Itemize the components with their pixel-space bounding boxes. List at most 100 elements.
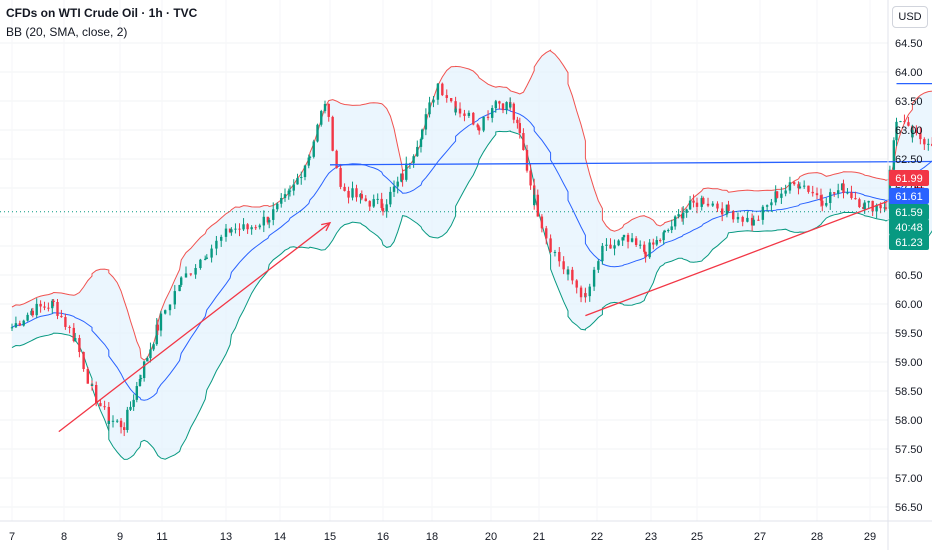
candle-body	[858, 199, 861, 208]
candle-body	[788, 182, 792, 191]
candle-body	[60, 315, 63, 318]
bollinger-lower-band	[11, 130, 932, 460]
chart-title: CFDs on WTI Crude Oil · 1h · TVC	[6, 6, 198, 20]
drawings[interactable]: 62.50	[58, 60, 932, 433]
x-tick-label: 11	[156, 531, 167, 543]
candle-body	[652, 242, 655, 245]
x-tick-label: 29	[864, 531, 876, 543]
candle-body	[135, 386, 138, 400]
candle-body	[867, 200, 870, 203]
candle-body	[621, 237, 624, 241]
candle-body	[210, 248, 213, 258]
candle-body	[405, 163, 408, 180]
candle-body	[159, 313, 163, 331]
currency-button[interactable]: USD	[892, 6, 928, 28]
candle-body	[292, 184, 295, 191]
candle-body	[677, 214, 680, 217]
candle-body	[126, 409, 129, 431]
candle-body	[401, 173, 404, 180]
candle-body	[268, 219, 271, 223]
x-tick-label: 7	[9, 531, 15, 543]
candle-body	[605, 244, 608, 246]
candle-body	[911, 130, 914, 138]
candle-body	[194, 268, 197, 275]
candle-body	[613, 245, 616, 249]
candle-body	[522, 133, 525, 150]
x-tick-label: 9	[117, 531, 123, 543]
candle-body	[736, 216, 740, 220]
y-tick-label: 58.50	[895, 386, 923, 398]
candle-body	[82, 352, 85, 370]
candle-body	[883, 207, 886, 209]
candle-body	[549, 248, 552, 253]
candle-body	[123, 427, 126, 431]
price-tag-text: 40:48	[895, 222, 923, 234]
candle-body	[516, 119, 519, 124]
candle-body	[138, 379, 142, 387]
x-tick-label: 16	[377, 531, 389, 543]
candle-body	[558, 251, 561, 262]
candle-body	[472, 112, 475, 125]
candle-body	[793, 182, 796, 185]
candle-body	[129, 406, 132, 410]
candle-body	[829, 192, 832, 204]
candle-body	[842, 183, 845, 194]
candle-body	[819, 195, 823, 201]
candle-body	[757, 219, 760, 221]
candle-body	[445, 95, 448, 99]
candle-body	[545, 228, 548, 239]
candle-body	[72, 327, 75, 341]
indicator-label[interactable]: BB (20, SMA, close, 2)	[6, 25, 128, 39]
candle-body	[491, 108, 494, 118]
time-axis[interactable]: 7 8 9 11 13 14 15 16 18 20 21 22 23 25 27 28 29	[9, 531, 876, 543]
candle-body	[811, 191, 814, 194]
candle-body	[164, 310, 167, 314]
candle-body	[695, 202, 699, 207]
candle-body	[52, 300, 55, 302]
x-tick-label: 8	[61, 531, 67, 543]
price-tag	[889, 170, 929, 186]
candle-body	[116, 420, 119, 422]
candle-body	[189, 273, 192, 275]
candle-body	[923, 139, 926, 145]
x-tick-label: 23	[645, 531, 657, 543]
candle-body	[449, 98, 453, 102]
candle-body	[659, 240, 662, 242]
x-tick-label: 15	[324, 531, 336, 543]
candle-body	[347, 190, 350, 198]
candle-body	[797, 184, 800, 189]
candle-body	[553, 251, 557, 253]
candle-body	[458, 108, 462, 114]
candle-body	[529, 170, 532, 186]
candle-body	[815, 193, 819, 196]
candle-body	[670, 226, 673, 231]
candle-body	[416, 146, 419, 157]
candle-body	[381, 208, 385, 212]
price-tag-text: 61.99	[895, 173, 923, 185]
candle-body	[617, 240, 620, 246]
candle-body	[655, 240, 658, 245]
candle-body	[518, 123, 521, 134]
y-tick-label: 57.00	[895, 473, 923, 485]
candle-body	[622, 234, 626, 238]
candle-body	[266, 216, 270, 223]
candle-body	[68, 326, 71, 328]
candle-body	[234, 228, 237, 230]
candle-body	[316, 124, 319, 142]
candle-body	[43, 306, 46, 308]
projection-arrow[interactable]	[585, 187, 924, 317]
trend-line[interactable]	[329, 159, 932, 166]
candle-body	[178, 284, 181, 292]
candle-body	[238, 228, 241, 230]
candle-body	[486, 116, 490, 118]
candle-body	[850, 192, 853, 199]
candle-body	[242, 224, 245, 230]
bollinger-band-fill	[12, 50, 932, 460]
candle-body	[692, 200, 695, 203]
candle-body	[601, 245, 604, 253]
projection-arrow[interactable]	[58, 222, 331, 433]
candle-body	[204, 258, 207, 260]
candle-body	[47, 307, 50, 309]
candles	[10, 82, 932, 437]
